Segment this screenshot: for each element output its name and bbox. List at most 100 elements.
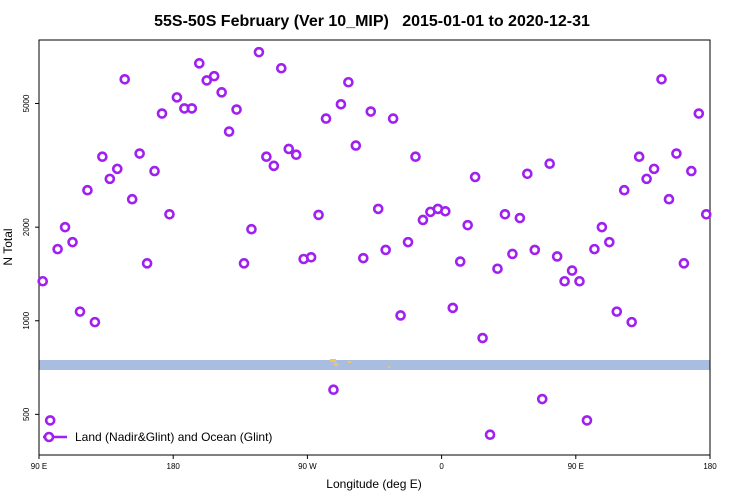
point (82, 184, 93, 196)
point (37, 275, 49, 287)
point (119, 73, 131, 85)
legend-marker (43, 431, 55, 443)
point (559, 275, 570, 287)
point (193, 58, 205, 69)
point (454, 256, 466, 267)
point (678, 258, 690, 269)
point (402, 236, 414, 248)
point (469, 171, 481, 183)
point (693, 108, 705, 119)
point (111, 163, 123, 175)
point (343, 76, 354, 88)
point (529, 244, 541, 256)
point (238, 258, 250, 269)
point (566, 265, 578, 276)
point (290, 149, 302, 161)
point (641, 173, 652, 185)
plot-frame (38, 39, 711, 456)
point (656, 73, 667, 85)
point (52, 243, 63, 255)
point (134, 148, 145, 159)
x-tick-label: 90 E (568, 462, 584, 471)
point (149, 165, 160, 177)
point (350, 140, 362, 151)
point (596, 221, 608, 233)
point (141, 258, 153, 269)
point (700, 209, 712, 220)
point (223, 126, 235, 137)
point (604, 236, 615, 248)
point (358, 252, 369, 264)
point (328, 384, 339, 396)
point (626, 316, 638, 328)
point (201, 75, 213, 86)
point (372, 203, 384, 215)
point (380, 244, 391, 256)
point (104, 173, 116, 185)
point (417, 214, 429, 226)
point (59, 221, 71, 233)
point (522, 168, 533, 180)
point (268, 160, 280, 172)
y-tick-label: 500 (22, 407, 31, 421)
point (536, 393, 548, 405)
point (663, 193, 675, 205)
point (551, 251, 563, 262)
y-tick-label: 5000 (22, 94, 31, 112)
point (335, 98, 347, 110)
point (589, 243, 600, 255)
point (499, 209, 511, 220)
point (313, 209, 324, 221)
point (671, 148, 682, 159)
point (544, 158, 556, 170)
x-tick-label: 180 (167, 462, 181, 471)
point (164, 209, 175, 220)
point (477, 332, 488, 344)
legend: Land (Nadir&Glint) and Ocean (Glint) (43, 430, 272, 444)
point (231, 104, 242, 115)
point (97, 151, 108, 163)
x-axis-label: Longitude (deg E) (326, 477, 421, 491)
y-tick-label: 1000 (22, 311, 31, 329)
chart-title: 55S-50S February (Ver 10_MIP) 2015-01-01… (154, 13, 590, 30)
point (365, 106, 377, 117)
point (574, 275, 585, 287)
point (305, 252, 317, 263)
point (126, 193, 138, 205)
point (44, 415, 56, 426)
point (492, 263, 503, 275)
point (462, 219, 473, 231)
point (514, 212, 526, 224)
point (253, 46, 265, 58)
x-tick-label: 90 W (298, 462, 317, 471)
point (246, 223, 257, 235)
legend-label: Land (Nadir&Glint) and Ocean (Glint) (75, 430, 272, 444)
point (410, 151, 421, 163)
point (618, 184, 630, 196)
point (216, 87, 227, 98)
point (74, 306, 86, 317)
point (67, 236, 78, 248)
point (186, 103, 198, 114)
point (89, 316, 101, 328)
point (581, 415, 593, 426)
x-tick-label: 180 (703, 462, 717, 471)
y-tick-label: 2000 (22, 218, 31, 236)
y-axis-label: N Total (1, 228, 15, 265)
point (156, 108, 168, 119)
land-strip (39, 359, 710, 370)
x-tick-label: 0 (439, 462, 444, 471)
point (447, 302, 459, 314)
point (320, 113, 332, 124)
point (686, 165, 697, 177)
point (276, 62, 287, 74)
point (611, 306, 623, 317)
point (648, 163, 660, 175)
point (484, 429, 496, 441)
point (283, 143, 295, 155)
x-tick-label: 90 E (31, 462, 47, 471)
point (208, 70, 220, 82)
point (171, 92, 183, 103)
point (387, 113, 399, 124)
